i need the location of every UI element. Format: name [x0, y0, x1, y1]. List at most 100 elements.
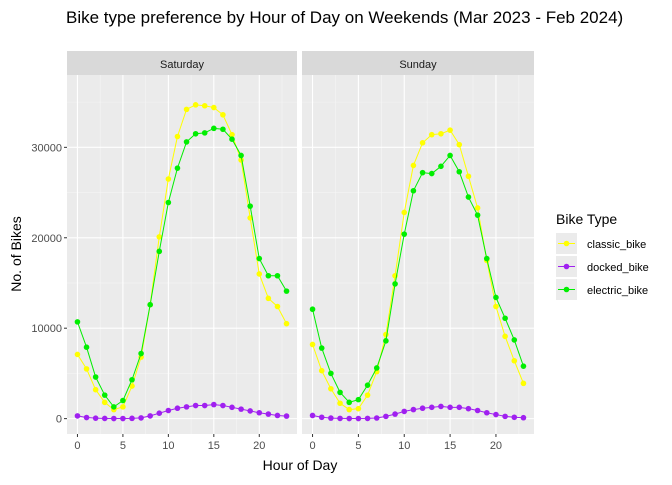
data-point-classic_bike: [265, 295, 272, 302]
data-point-docked_bike: [265, 411, 272, 417]
data-point-classic_bike: [220, 111, 226, 118]
legend-label: classic_bike: [587, 239, 646, 251]
data-point-electric_bike: [346, 399, 353, 406]
legend: Bike Type classic_bike docked_bikeelectri…: [556, 211, 649, 300]
data-point-classic_bike: [401, 209, 408, 216]
facet-panels: Saturday 0 5 10 15 20 0 10000 20000 30000 Sunday 0 5…: [31, 51, 534, 452]
data-point-electric_bike: [129, 376, 135, 383]
data-point-electric_bike: [493, 294, 499, 301]
data-point-docked_bike: [401, 408, 408, 415]
data-point-electric_bike: [256, 255, 263, 262]
data-point-docked_bike: [201, 402, 208, 409]
y-tick-label: 20000: [31, 233, 62, 245]
data-point-classic_bike: [83, 366, 90, 372]
data-point-docked_bike: [165, 407, 172, 414]
data-point-electric_bike: [156, 248, 163, 255]
data-point-electric_bike: [520, 363, 527, 369]
facet-strip-label: Saturday: [160, 59, 205, 71]
x-tick-label: 15: [444, 440, 456, 452]
data-point-docked_bike: [274, 412, 281, 419]
data-point-classic_bike: [337, 400, 343, 407]
data-point-classic_bike: [383, 331, 389, 338]
data-point-docked_bike: [247, 408, 253, 414]
data-point-docked_bike: [373, 415, 380, 421]
data-point-electric_bike: [474, 212, 481, 218]
data-point-docked_bike: [355, 415, 362, 422]
data-point-electric_bike: [201, 130, 208, 136]
data-point-electric_bike: [192, 130, 199, 137]
data-point-electric_bike: [438, 163, 444, 170]
panel-background: [302, 75, 534, 434]
y-tick-label: 30000: [31, 142, 62, 154]
data-point-docked_bike: [309, 412, 316, 419]
data-point-docked_bike: [502, 413, 508, 420]
data-point-classic_bike: [274, 303, 281, 310]
data-point-electric_bike: [92, 374, 99, 380]
data-point-classic_bike: [201, 102, 208, 109]
data-point-electric_bike: [456, 168, 463, 175]
data-point-docked_bike: [392, 411, 398, 417]
data-point-electric_bike: [337, 389, 343, 396]
legend-label: electric_bike: [587, 285, 648, 297]
data-point-docked_bike: [183, 404, 190, 410]
legend-title: Bike Type: [556, 211, 617, 227]
data-point-docked_bike: [229, 404, 235, 411]
data-point-electric_bike: [74, 319, 81, 325]
data-point-classic_bike: [120, 404, 126, 410]
x-tick-label: 15: [208, 440, 220, 452]
data-point-classic_bike: [92, 386, 99, 393]
data-point-docked_bike: [383, 413, 389, 420]
data-point-electric_bike: [410, 187, 417, 194]
data-point-electric_bike: [447, 152, 453, 159]
data-point-docked_bike: [74, 413, 81, 419]
data-point-electric_bike: [318, 345, 325, 351]
data-point-docked_bike: [419, 405, 426, 412]
data-point-classic_bike: [428, 131, 435, 138]
data-point-classic_bike: [364, 392, 371, 398]
data-point-docked_bike: [120, 415, 126, 422]
data-point-electric_bike: [174, 165, 181, 171]
panel-background: [67, 75, 297, 434]
x-axis-label: Hour of Day: [263, 457, 338, 473]
data-point-docked_bike: [111, 415, 117, 422]
data-point-classic_bike: [328, 385, 334, 392]
data-point-classic_bike: [129, 383, 135, 389]
legend-item-docked_bike: docked_bike: [556, 256, 649, 277]
data-point-docked_bike: [511, 414, 518, 421]
data-point-classic_bike: [156, 234, 163, 240]
data-point-docked_bike: [101, 415, 108, 422]
data-point-electric_bike: [328, 370, 334, 377]
x-tick-label: 0: [74, 440, 80, 452]
data-point-electric_bike: [138, 350, 144, 357]
facet-strip: [302, 51, 534, 75]
data-point-classic_bike: [502, 333, 508, 340]
data-point-classic_bike: [511, 357, 518, 364]
data-point-classic_bike: [456, 141, 463, 148]
data-point-docked_bike: [211, 401, 217, 408]
data-point-electric_bike: [383, 338, 389, 344]
data-point-electric_bike: [392, 281, 398, 287]
data-point-classic_bike: [174, 133, 181, 140]
data-point-classic_bike: [229, 131, 235, 138]
data-point-electric_bike: [419, 169, 426, 176]
data-point-classic_bike: [211, 104, 217, 111]
data-point-electric_bike: [83, 344, 90, 350]
data-point-classic_bike: [183, 106, 190, 113]
facet-strip-label: Sunday: [399, 59, 437, 71]
y-tick-label: 0: [56, 414, 62, 426]
data-point-docked_bike: [318, 414, 325, 421]
data-point-docked_bike: [337, 415, 343, 422]
data-point-docked_bike: [438, 403, 444, 410]
data-point-electric_bike: [147, 301, 153, 308]
data-point-electric_bike: [247, 203, 253, 209]
data-point-classic_bike: [101, 399, 108, 406]
data-point-electric_bike: [183, 139, 190, 145]
data-point-docked_bike: [328, 415, 334, 421]
data-point-electric_bike: [401, 231, 408, 237]
data-point-electric_bike: [364, 382, 371, 388]
data-point-classic_bike: [318, 367, 325, 374]
data-point-electric_bike: [355, 396, 362, 403]
legend-item-classic_bike: classic_bike: [556, 233, 646, 254]
